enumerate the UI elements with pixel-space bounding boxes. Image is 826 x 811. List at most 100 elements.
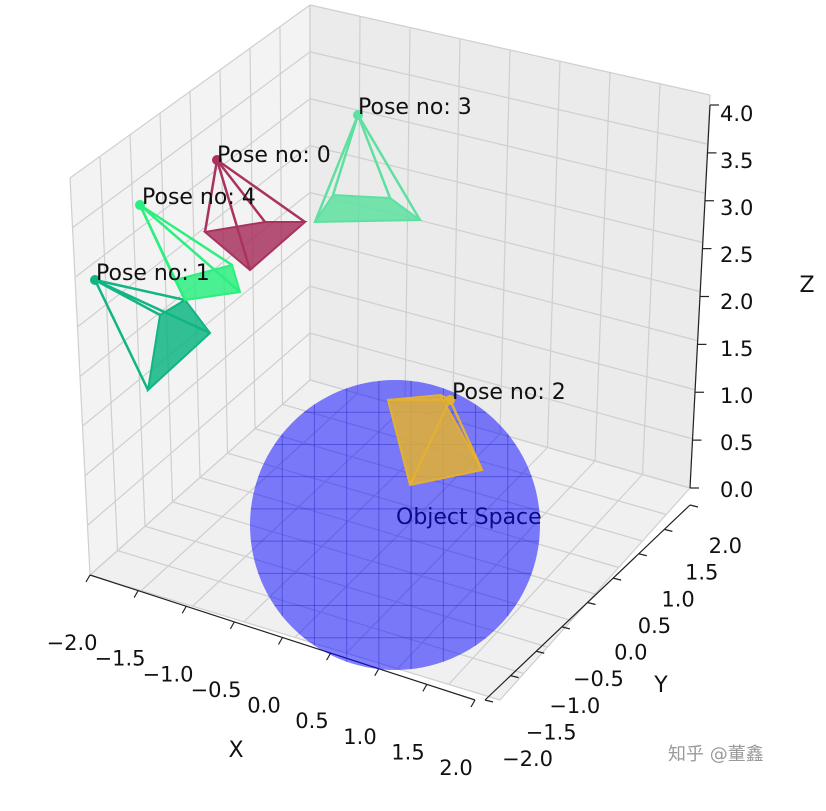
x-tick-mark: [85, 574, 91, 583]
frustum-edge: [139, 204, 241, 293]
pose-label-0: Pose no: 0: [217, 143, 331, 168]
camera-pose-2: [386, 393, 484, 487]
camera-center: [212, 155, 222, 165]
grid-line: [219, 69, 229, 454]
y-tick-mark: [664, 528, 673, 532]
grid-line: [594, 72, 611, 462]
x-tick-label: 1.0: [343, 725, 376, 749]
x-axis-label: X: [228, 738, 243, 763]
grid-line: [499, 49, 511, 435]
y-tick-labels: −2.0 −1.5−1.0 −0.50.0 0.5 1.01.5 2.0: [502, 534, 742, 771]
z-tick-label: 0.0: [720, 478, 753, 502]
z-tick-label: 1.0: [720, 384, 753, 408]
grid-line: [279, 26, 284, 405]
frustum-edge: [203, 159, 219, 233]
frustum-edge: [215, 159, 252, 271]
watermark: 知乎 @董鑫: [668, 744, 764, 765]
frustum-edge: [93, 279, 150, 391]
grid-line: [448, 474, 643, 685]
frustum-edge: [94, 278, 186, 302]
frustum-edge: [139, 203, 233, 267]
x-tick-mark: [470, 699, 476, 708]
x-tick-mark: [181, 605, 187, 614]
y-tick-mark: [561, 626, 571, 630]
z-tick-label: 3.0: [720, 196, 753, 220]
camera-center: [353, 110, 363, 120]
x-tick-label: −2.0: [47, 631, 98, 655]
y-tick-label: 1.5: [685, 561, 718, 585]
z-tick-label: 1.5: [720, 337, 753, 361]
pose-labels: Pose no: 0 Pose no: 1 Pose no: 2 Pose no: 3…: [96, 95, 566, 405]
z-tick-label: 4.0: [720, 102, 753, 126]
frustum-edge: [313, 114, 360, 223]
frustum-edge: [448, 399, 484, 471]
z-tick-labels: 0.0 0.5 1.0 1.5 2.0 2.5 3.0 3.5 4.0: [720, 102, 753, 502]
y-tick-mark: [612, 577, 622, 581]
camera-center: [445, 395, 455, 405]
camera-pose-4: [135, 200, 242, 302]
frustum-edge: [356, 114, 392, 199]
frustum-edge: [138, 204, 187, 301]
camera-pose-0: [202, 155, 308, 272]
y-tick-label: 0.0: [614, 641, 647, 665]
y-tick-mark: [587, 601, 596, 606]
z-tick-label: 2.5: [720, 243, 753, 267]
frustum-edge: [216, 158, 306, 224]
y-tick-label: −0.5: [573, 667, 624, 691]
x-tick-mark: [229, 621, 235, 630]
x-tick-label: 0.0: [247, 694, 280, 718]
camera-poses: [90, 110, 423, 393]
x-tick-mark: [133, 590, 139, 598]
camera-center: [135, 200, 145, 210]
z-tick-label: 2.0: [720, 290, 753, 314]
y-tick-mark: [536, 650, 545, 654]
y-tick-mark: [510, 675, 519, 679]
x-tick-label: −1.0: [143, 662, 194, 686]
z-axis-label: Z: [799, 273, 814, 298]
x-tick-mark: [422, 684, 428, 692]
y-tick-mark: [689, 504, 699, 508]
z-tick-label: 3.5: [720, 149, 753, 173]
x-tick-labels: −2.0−1.5−1.0−0.50.0 0.5 1.0 1.5 2.0: [47, 631, 473, 780]
frustum-edge: [216, 159, 266, 223]
pose-label-4: Pose no: 4: [142, 185, 256, 210]
pose-label-3: Pose no: 3: [358, 95, 472, 120]
object-space-label: Object Space: [396, 505, 542, 530]
camera-pose-1: [90, 275, 212, 393]
camera-pose-3: [313, 110, 423, 224]
x-tick-label: 1.5: [391, 740, 424, 764]
x-tick-label: −1.5: [95, 647, 146, 671]
y-tick-label: 1.0: [661, 587, 694, 611]
camera-pose-2: [386, 393, 484, 487]
grid-line: [641, 83, 661, 475]
x-tick-mark: [277, 637, 284, 645]
y-tick-label: −2.0: [502, 747, 553, 771]
y-tick-label: 2.0: [709, 534, 742, 558]
grid-line: [72, 51, 311, 229]
y-tick-label: −1.5: [526, 720, 577, 744]
y-tick-mark: [484, 699, 494, 703]
tick-marks: [85, 104, 719, 708]
pose-label-1: Pose no: 1: [96, 261, 210, 286]
grid-line: [499, 487, 691, 701]
x-tick-label: −0.5: [191, 678, 242, 702]
camera-center: [90, 275, 100, 285]
pose-label-2: Pose no: 2: [452, 380, 566, 405]
z-tick-label: 0.5: [720, 431, 753, 455]
grid-line: [69, 4, 311, 179]
y-tick-label: 0.5: [638, 614, 671, 638]
grid-line: [546, 61, 561, 448]
y-tick-mark: [638, 553, 647, 557]
y-axis-label: Y: [653, 673, 668, 698]
y-tick-label: −1.0: [549, 694, 600, 718]
frustum-edge: [408, 399, 452, 486]
grid-line: [309, 4, 711, 96]
frustum-edge: [356, 114, 422, 221]
grid-line: [74, 98, 311, 278]
x-tick-label: 2.0: [439, 756, 472, 780]
frustum-edge: [94, 278, 211, 335]
grid-line: [309, 51, 708, 145]
grid-line: [309, 98, 706, 194]
grid-line: [77, 145, 311, 328]
